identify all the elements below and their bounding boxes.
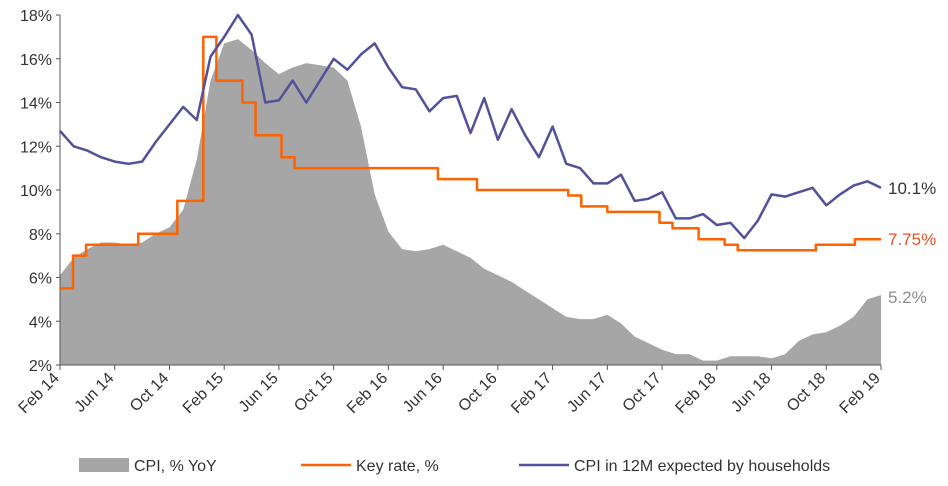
- legend: CPI, % YoY Key rate, % CPI in 12M expected…: [79, 458, 830, 475]
- y-tick-label: 6%: [29, 271, 52, 288]
- x-tick-label: Feb 18: [672, 370, 719, 417]
- x-tick-label: Oct 14: [127, 370, 172, 415]
- x-tick-label: Oct 15: [291, 370, 336, 415]
- legend-swatch-cpi: [79, 458, 129, 472]
- series-2-end-label: 10.1%: [888, 179, 936, 198]
- y-tick-label: 18%: [20, 8, 52, 25]
- y-tick-label: 12%: [20, 139, 52, 156]
- x-tick-label: Jun 18: [728, 370, 774, 416]
- y-tick-label: 14%: [20, 96, 52, 113]
- x-tick-label: Oct 16: [455, 370, 500, 415]
- x-tick-label: Jun 14: [72, 370, 118, 416]
- expected-cpi-line: [59, 13, 882, 240]
- x-tick-label: Oct 17: [620, 370, 665, 415]
- y-tick-label: 2%: [29, 358, 52, 375]
- legend-label-0: CPI, % YoY: [134, 458, 217, 475]
- cpi-yoy-area: [60, 39, 881, 365]
- series-0-end-label: 5.2%: [888, 288, 927, 307]
- lines-layer: [59, 13, 882, 290]
- y-tick-label: 16%: [20, 52, 52, 69]
- y-tick-label: 10%: [20, 183, 52, 200]
- key-rate-line: [60, 35, 881, 290]
- y-tick-label: 4%: [29, 314, 52, 331]
- series-1-end-label: 7.75%: [888, 230, 936, 249]
- x-tick-label: Feb 16: [344, 370, 391, 417]
- cpi-area-layer: [60, 39, 881, 365]
- legend-label-2: CPI in 12M expected by households: [574, 458, 830, 475]
- x-tick-label: Jun 17: [564, 370, 610, 416]
- x-tick-label: Feb 19: [837, 370, 884, 417]
- x-tick-label: Feb 17: [508, 370, 555, 417]
- x-tick-label: Feb 15: [180, 370, 227, 417]
- x-tick-label: Jun 16: [400, 370, 446, 416]
- legend-label-1: Key rate, %: [356, 458, 439, 475]
- end-labels: 5.2% 7.75% 10.1%: [888, 179, 936, 307]
- x-tick-label: Oct 18: [784, 370, 829, 415]
- x-tick-label: Jun 15: [236, 370, 282, 416]
- x-tick-label: Feb 14: [16, 370, 63, 417]
- y-tick-label: 8%: [29, 227, 52, 244]
